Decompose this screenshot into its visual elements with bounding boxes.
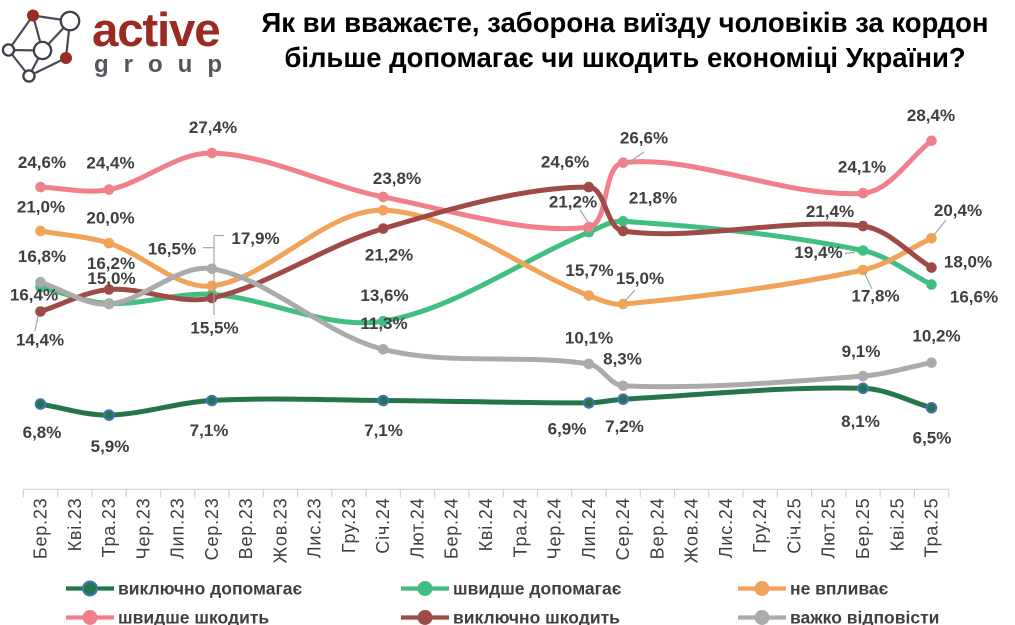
svg-text:15,7%: 15,7% xyxy=(565,261,613,280)
svg-text:Кві.24: Кві.24 xyxy=(476,498,496,552)
svg-text:21,2%: 21,2% xyxy=(549,193,597,212)
svg-text:Тра.25: Тра.25 xyxy=(922,498,942,558)
svg-text:Жов.23: Жов.23 xyxy=(270,498,290,564)
svg-text:Чер.23: Чер.23 xyxy=(133,498,153,560)
svg-text:active: active xyxy=(92,4,219,57)
svg-text:11,3%: 11,3% xyxy=(360,314,407,333)
svg-text:не впливає: не впливає xyxy=(790,579,889,599)
svg-text:15,0%: 15,0% xyxy=(616,269,664,288)
svg-text:8,1%: 8,1% xyxy=(841,412,880,431)
svg-text:Січ.24: Січ.24 xyxy=(373,498,393,554)
svg-text:Лип.24: Лип.24 xyxy=(579,498,599,559)
svg-text:важко відповісти: важко відповісти xyxy=(790,608,939,625)
svg-text:24,4%: 24,4% xyxy=(86,154,134,173)
svg-text:21,2%: 21,2% xyxy=(365,246,413,265)
svg-text:Лип.23: Лип.23 xyxy=(168,498,188,559)
svg-text:20,4%: 20,4% xyxy=(934,201,982,220)
svg-text:Кві.25: Кві.25 xyxy=(887,498,907,552)
svg-text:9,1%: 9,1% xyxy=(842,342,881,361)
svg-text:24,6%: 24,6% xyxy=(18,153,66,172)
svg-text:Бер.25: Бер.25 xyxy=(853,498,873,560)
svg-text:Тра.24: Тра.24 xyxy=(510,498,530,558)
svg-text:виключно допомагає: виключно допомагає xyxy=(118,579,302,599)
svg-text:17,9%: 17,9% xyxy=(231,229,279,248)
svg-text:16,8%: 16,8% xyxy=(18,247,66,266)
svg-text:виключно шкодить: виключно шкодить xyxy=(453,608,620,625)
svg-text:швидше шкодить: швидше шкодить xyxy=(118,608,269,625)
svg-text:10,1%: 10,1% xyxy=(565,329,613,348)
svg-text:8,3%: 8,3% xyxy=(603,350,642,369)
svg-text:19,4%: 19,4% xyxy=(794,243,842,262)
svg-text:Січ.25: Січ.25 xyxy=(784,498,804,554)
svg-text:16,5%: 16,5% xyxy=(148,240,196,259)
svg-text:6,8%: 6,8% xyxy=(23,423,62,442)
svg-text:Лис.23: Лис.23 xyxy=(305,498,325,559)
svg-text:Сер.23: Сер.23 xyxy=(202,498,222,561)
svg-text:Чер.24: Чер.24 xyxy=(545,498,565,560)
svg-text:Вер.24: Вер.24 xyxy=(647,498,667,560)
svg-text:13,6%: 13,6% xyxy=(360,286,408,305)
svg-text:Бер.24: Бер.24 xyxy=(442,498,462,560)
svg-text:20,0%: 20,0% xyxy=(86,209,134,228)
svg-text:21,0%: 21,0% xyxy=(17,198,65,217)
svg-text:27,4%: 27,4% xyxy=(189,118,237,137)
svg-text:7,1%: 7,1% xyxy=(364,421,403,440)
svg-text:21,8%: 21,8% xyxy=(629,189,677,208)
svg-text:24,6%: 24,6% xyxy=(541,153,589,172)
svg-text:18,0%: 18,0% xyxy=(944,253,992,272)
svg-text:28,4%: 28,4% xyxy=(907,106,955,125)
svg-text:Лют.24: Лют.24 xyxy=(408,498,428,559)
svg-text:Жов.24: Жов.24 xyxy=(682,498,702,564)
svg-text:6,9%: 6,9% xyxy=(548,420,587,439)
svg-text:24,1%: 24,1% xyxy=(838,158,886,177)
svg-text:Бер.23: Бер.23 xyxy=(31,498,51,560)
svg-text:21,4%: 21,4% xyxy=(806,202,854,221)
svg-text:Сер.24: Сер.24 xyxy=(613,498,633,561)
svg-text:Лис.24: Лис.24 xyxy=(716,498,736,559)
svg-text:23,8%: 23,8% xyxy=(373,169,421,188)
svg-text:group: group xyxy=(94,51,237,78)
svg-text:10,2%: 10,2% xyxy=(912,327,960,346)
svg-text:Гру.23: Гру.23 xyxy=(339,498,359,554)
svg-text:14,4%: 14,4% xyxy=(16,331,64,350)
svg-text:17,8%: 17,8% xyxy=(851,287,899,306)
svg-text:Кві.23: Кві.23 xyxy=(65,498,85,552)
svg-text:15,0%: 15,0% xyxy=(87,269,135,288)
svg-text:Лют.25: Лют.25 xyxy=(819,498,839,559)
svg-text:швидше допомагає: швидше допомагає xyxy=(453,579,622,599)
svg-text:7,1%: 7,1% xyxy=(190,421,229,440)
svg-text:Вер.23: Вер.23 xyxy=(236,498,256,560)
svg-text:Гру.24: Гру.24 xyxy=(750,498,770,554)
svg-text:15,5%: 15,5% xyxy=(190,319,238,338)
svg-text:6,5%: 6,5% xyxy=(913,429,952,448)
svg-text:16,6%: 16,6% xyxy=(950,288,998,307)
svg-text:5,9%: 5,9% xyxy=(91,437,130,456)
svg-text:Тра.23: Тра.23 xyxy=(99,498,119,558)
svg-text:26,6%: 26,6% xyxy=(620,129,668,148)
svg-text:16,2%: 16,2% xyxy=(87,254,135,273)
svg-text:7,2%: 7,2% xyxy=(605,417,644,436)
svg-text:16,4%: 16,4% xyxy=(10,286,58,305)
